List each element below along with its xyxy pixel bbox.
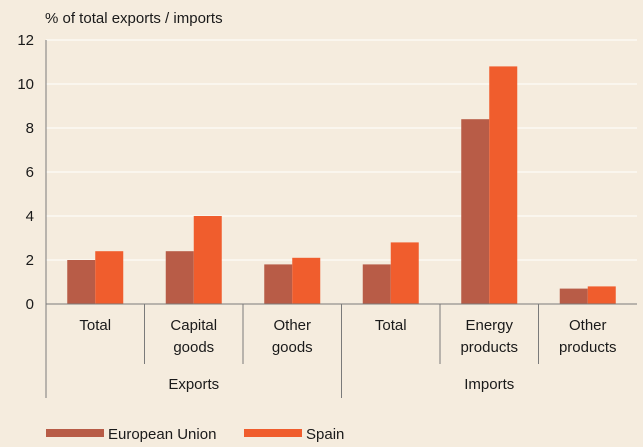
x-group-label: Imports — [464, 376, 514, 393]
x-category-label: goods — [272, 339, 313, 356]
bar-eu-4 — [461, 119, 490, 304]
x-category-label: products — [559, 339, 617, 356]
bar-eu-1 — [165, 251, 194, 304]
x-category-label: Energy — [465, 317, 513, 334]
y-tick-label: 6 — [26, 164, 34, 181]
bar-spain-2 — [292, 257, 321, 304]
y-axis-title: % of total exports / imports — [45, 10, 223, 27]
bar-spain-0 — [95, 251, 124, 304]
bars — [67, 66, 616, 305]
y-tick-label: 2 — [26, 252, 34, 269]
bar-eu-0 — [67, 260, 96, 304]
legend-label: Spain — [306, 426, 344, 443]
y-tick-label: 4 — [26, 208, 34, 225]
x-category-label: Other — [273, 317, 311, 334]
x-category-label: goods — [173, 339, 214, 356]
y-tick-label: 0 — [26, 296, 34, 313]
y-tick-label: 12 — [17, 32, 34, 49]
legend-label: European Union — [108, 426, 216, 443]
bar-eu-3 — [362, 264, 391, 304]
x-category-label: Capital — [170, 317, 217, 334]
x-axis: Total Capital goods Other goods Total Energy pr… — [45, 40, 637, 398]
x-category-label: Other — [569, 317, 607, 334]
bar-spain-4 — [489, 66, 518, 305]
bar-eu-5 — [559, 288, 588, 304]
legend-swatch-eu — [46, 429, 104, 437]
x-group-label: Exports — [168, 376, 219, 393]
bar-spain-1 — [193, 216, 222, 304]
legend: European Union Spain — [46, 426, 344, 443]
y-tick-label: 8 — [26, 120, 34, 137]
y-tick-label: 10 — [17, 76, 34, 93]
x-category-label: Total — [79, 317, 111, 334]
bar-spain-3 — [390, 242, 419, 304]
legend-swatch-spain — [244, 429, 302, 437]
x-category-label: products — [460, 339, 518, 356]
gridlines — [46, 39, 637, 261]
y-axis-ticks: 0 2 4 6 8 10 12 — [17, 32, 34, 313]
bar-eu-2 — [264, 264, 293, 304]
bar-spain-5 — [587, 286, 616, 304]
x-category-label: Total — [375, 317, 407, 334]
